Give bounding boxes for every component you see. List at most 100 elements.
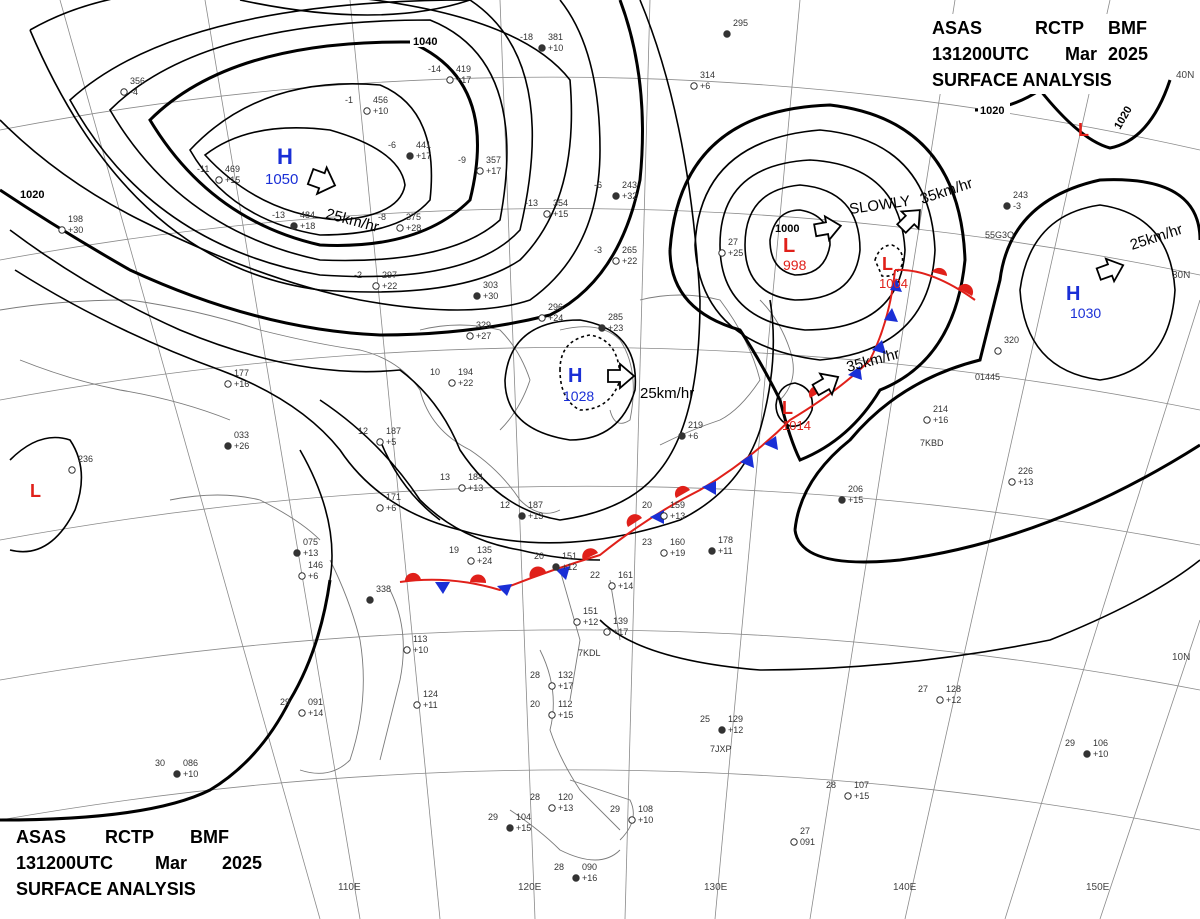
- station-value: 357: [486, 155, 501, 165]
- station-value: +22: [382, 281, 397, 291]
- station-value: 178: [718, 535, 733, 545]
- station-value: -11: [197, 164, 209, 174]
- high-value: 1050: [265, 171, 298, 188]
- station-plot: 236: [68, 454, 93, 474]
- station-value: 28: [826, 780, 836, 790]
- low-symbol: L: [1078, 120, 1089, 140]
- station-value: 106: [1093, 738, 1108, 748]
- station-value: -2: [354, 270, 362, 280]
- station-circle-icon: [708, 547, 716, 555]
- high-center-1030: H 1030: [1066, 283, 1101, 321]
- station-value: 187: [528, 500, 543, 510]
- station-plot: 214+16: [923, 404, 948, 425]
- station-value: 159: [670, 500, 685, 510]
- station-plot: -18 381+10: [520, 32, 563, 53]
- station-value: 129: [728, 714, 743, 724]
- station-plot: 20 159+13: [642, 500, 685, 521]
- station-circle-icon: [838, 496, 846, 504]
- station-value: 132: [558, 670, 573, 680]
- station-plot: 28 120+13: [530, 792, 573, 813]
- station-circle-icon: [376, 504, 384, 512]
- station-value: -18: [520, 32, 533, 42]
- station-value: +6: [308, 571, 318, 581]
- station-circle-icon: [543, 210, 551, 218]
- header-agency: ASAS: [932, 18, 982, 38]
- station-value: +17: [416, 151, 431, 161]
- lon-label-110e: 110E: [338, 882, 361, 893]
- station-value: +12: [583, 617, 598, 627]
- station-circle-icon: [718, 726, 726, 734]
- station-value: 27: [728, 237, 738, 247]
- station-value: 285: [608, 312, 623, 322]
- station-value: +18: [300, 221, 315, 231]
- station-value: +6: [688, 431, 698, 441]
- station-value: 124: [423, 689, 438, 699]
- station-value: -9: [458, 155, 466, 165]
- station-value: +16: [234, 379, 249, 389]
- station-value: +15: [558, 710, 573, 720]
- station-plot: 356-4: [120, 76, 145, 97]
- station-value: +24: [548, 313, 563, 323]
- station-value: +10: [413, 645, 428, 655]
- station-circle-icon: [506, 824, 514, 832]
- station-circle-icon: [1003, 202, 1011, 210]
- station-value: +17: [558, 681, 573, 691]
- station-circle-icon: [518, 512, 526, 520]
- station-value: -4: [130, 87, 138, 97]
- low-value: 1014: [782, 418, 811, 433]
- station-value: 29: [488, 812, 498, 822]
- station-circle-icon: [538, 44, 546, 52]
- station-plot: -6 243+32: [594, 180, 637, 201]
- header-bottom: ASAS RCTP BMF 131200UTC Mar 2025 SURFACE…: [10, 822, 272, 902]
- station-value: +12: [728, 725, 743, 735]
- station-circle-icon: [298, 572, 306, 580]
- station-circle-icon: [612, 257, 620, 265]
- low-center-1004: L 1004: [879, 254, 908, 291]
- low-symbol: L: [30, 481, 41, 501]
- station-circle-icon: [467, 557, 475, 565]
- station-value: -13: [525, 198, 538, 208]
- station-plot: 12 187+5: [358, 426, 401, 447]
- station-plot: -14 419+17: [428, 64, 471, 85]
- motion-arrow-icon: [306, 165, 337, 196]
- station-value: +13: [528, 511, 543, 521]
- station-value: +12: [562, 562, 577, 572]
- station-value: 104: [516, 812, 531, 822]
- station-value: 206: [848, 484, 863, 494]
- lon-label-130e: 130E: [704, 882, 728, 893]
- station-value: +13: [670, 511, 685, 521]
- station-value: 20: [642, 500, 652, 510]
- high-symbol: H: [1066, 283, 1080, 305]
- station-plot: 124+11: [413, 689, 438, 710]
- station-plot: 303+30: [473, 280, 498, 301]
- station-value: 484: [300, 210, 315, 220]
- station-plot: 033+26: [224, 430, 249, 451]
- station-value: 338: [376, 584, 391, 594]
- station-value: +13: [558, 803, 573, 813]
- station-plot: 113+10: [403, 634, 428, 655]
- cold-front-triangles: [435, 278, 902, 596]
- station-value: 356: [130, 76, 145, 86]
- station-value: 20: [534, 551, 544, 561]
- station-value: 075: [303, 537, 318, 547]
- station-id: 7KDL: [578, 648, 601, 658]
- station-value: 265: [622, 245, 637, 255]
- station-circle-icon: [290, 222, 298, 230]
- station-plot: -13 354+15: [525, 198, 568, 219]
- station-plot: 338: [366, 584, 391, 604]
- station-value: -8: [378, 212, 386, 222]
- station-value: 135: [477, 545, 492, 555]
- motion-arrow-icon: [1095, 257, 1125, 284]
- station-value: -6: [388, 140, 396, 150]
- station-circle-icon: [548, 804, 556, 812]
- station-value: 128: [946, 684, 961, 694]
- station-value: +13: [1018, 477, 1033, 487]
- lat-label-40n: 40N: [1176, 70, 1194, 81]
- pressure-centers: H 1050 H 1028 H 1030 L 998 L 1004 L 1014…: [30, 120, 1101, 501]
- station-value: +14: [618, 581, 633, 591]
- station-value: +19: [670, 548, 685, 558]
- station-value: 29: [1065, 738, 1075, 748]
- station-plot: -9 357+17: [458, 155, 501, 176]
- station-value: +17: [486, 166, 501, 176]
